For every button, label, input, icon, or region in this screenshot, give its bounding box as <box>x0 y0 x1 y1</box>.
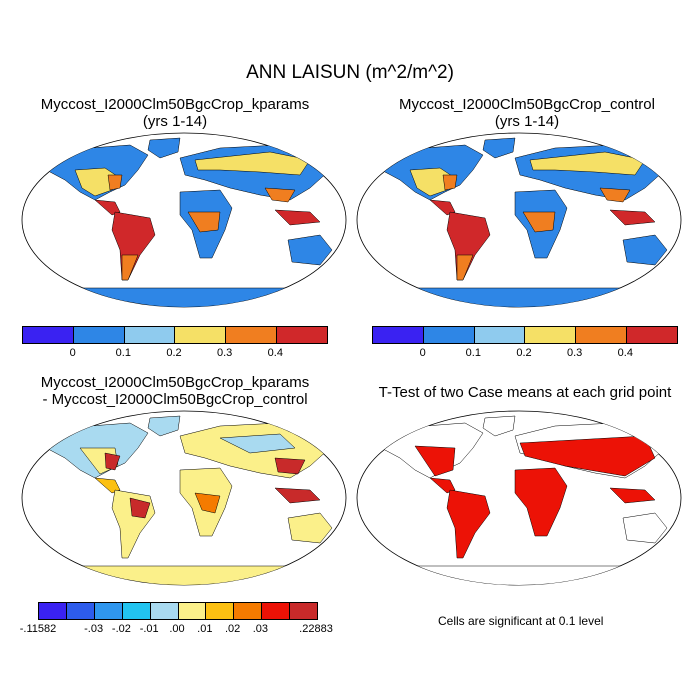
panel1-title: Myccost_I2000Clm50BgcCrop_kparams (yrs 1… <box>20 96 330 130</box>
map-difference <box>21 410 347 586</box>
significance-note: Cells are significant at 0.1 level <box>438 614 604 628</box>
colorbar-swatch <box>175 327 227 343</box>
colorbar-swatch <box>525 327 577 343</box>
panel4-title: T-Test of two Case means at each grid po… <box>355 384 695 401</box>
colorbar-tick-label: -.01 <box>139 623 159 635</box>
colorbar-swatch <box>124 327 176 343</box>
map-significance <box>356 410 682 586</box>
colorbar-tick-label: .01 <box>197 623 213 635</box>
colorbar-tick-label: -.02 <box>111 623 131 635</box>
panel2-title-line2: (yrs 1-14) <box>494 113 560 130</box>
colorbar-tick-label: 0.3 <box>567 347 583 359</box>
colorbar-tick-label: .03 <box>252 623 269 635</box>
colorbar-tick-label: .00 <box>169 623 185 635</box>
colorbar-kparams <box>22 326 328 344</box>
colorbar-tick-label: 0 <box>69 347 76 359</box>
panel2-title-line1: Myccost_I2000Clm50BgcCrop_control <box>399 96 655 113</box>
colorbar-tick-label: 0.2 <box>516 347 532 359</box>
panel3-title: Myccost_I2000Clm50BgcCrop_kparams - Mycc… <box>20 374 330 408</box>
map-control <box>356 132 682 308</box>
colorbar-swatch <box>423 327 475 343</box>
colorbar-swatch <box>576 327 628 343</box>
map-kparams <box>21 132 347 308</box>
colorbar-swatch <box>627 327 677 343</box>
colorbar-swatch <box>39 603 67 619</box>
colorbar-swatch <box>262 603 291 619</box>
colorbar-swatch <box>150 603 179 619</box>
panel3-title-line1: Myccost_I2000Clm50BgcCrop_kparams <box>40 374 310 391</box>
colorbar-tick-label: .22883 <box>299 623 333 635</box>
panel4-title-line1: T-Test of two Case means at each grid po… <box>378 384 672 401</box>
panel2-title: Myccost_I2000Clm50BgcCrop_control (yrs 1… <box>372 96 682 130</box>
colorbar-tick-label: -.11582 <box>19 623 57 635</box>
colorbar-tick-label: 0 <box>419 347 426 359</box>
colorbar-swatch <box>373 327 424 343</box>
colorbar-swatch <box>290 603 318 619</box>
colorbar-tick-label: 0.1 <box>465 347 481 359</box>
colorbar-tick-label: 0.4 <box>267 347 283 359</box>
panel1-title-line2: (yrs 1-14) <box>142 113 208 130</box>
colorbar-tick-label: 0.4 <box>617 347 633 359</box>
colorbar-swatch <box>23 327 74 343</box>
colorbar-swatch <box>94 603 123 619</box>
colorbar-swatch <box>66 603 95 619</box>
colorbar-swatch <box>277 327 327 343</box>
colorbar-difference <box>38 602 318 620</box>
colorbar-swatch <box>122 603 151 619</box>
colorbar-swatch <box>206 603 235 619</box>
colorbar-tick-label: 0.1 <box>115 347 131 359</box>
colorbar-swatch <box>226 327 278 343</box>
colorbar-swatch <box>73 327 125 343</box>
panel1-title-line1: Myccost_I2000Clm50BgcCrop_kparams <box>40 96 310 113</box>
colorbar-tick-label: .02 <box>224 623 241 635</box>
colorbar-swatch <box>234 603 263 619</box>
figure-title: ANN LAISUN (m^2/m^2) <box>246 62 454 83</box>
panel3-title-line2: - Myccost_I2000Clm50BgcCrop_control <box>42 391 308 408</box>
colorbar-swatch <box>178 603 207 619</box>
colorbar-control <box>372 326 678 344</box>
colorbar-swatch <box>474 327 526 343</box>
colorbar-tick-label: 0.3 <box>217 347 233 359</box>
colorbar-tick-label: 0.2 <box>166 347 182 359</box>
colorbar-tick-label: -.03 <box>84 623 104 635</box>
